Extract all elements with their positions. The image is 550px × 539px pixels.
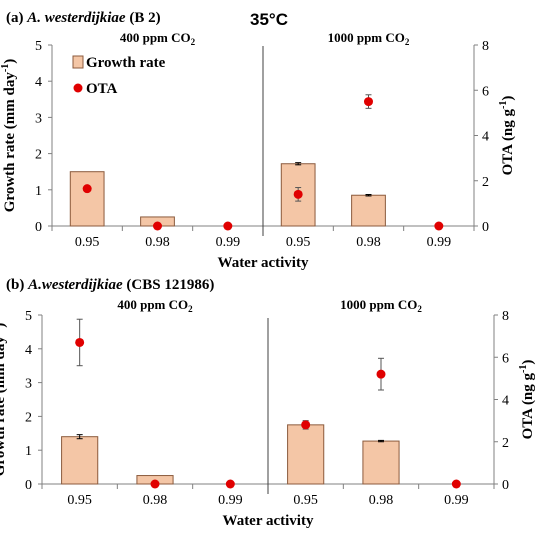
y-tick-label: 3 xyxy=(25,377,32,392)
x-tick-label: 0.98 xyxy=(356,235,381,250)
y-tick-label: 1 xyxy=(25,444,32,459)
panel-b-plot: 0 1 2 3 4 5 0 2 4 6 8 0.95 0.98 0.99 0.95 0.98 0.99 400 p… xyxy=(0,297,536,529)
growth-bar xyxy=(287,424,325,485)
x-axis-title: Water activity xyxy=(218,255,309,271)
growth-bar xyxy=(69,171,105,227)
x-tick-label: 0.95 xyxy=(293,493,318,508)
y2-tick-label: 4 xyxy=(482,130,489,145)
group-label-1000: 1000 ppm CO2 xyxy=(340,297,422,314)
ota-point xyxy=(301,420,311,430)
y-tick-label: 2 xyxy=(35,148,42,163)
ota-point xyxy=(82,184,92,194)
y2-tick-label: 0 xyxy=(482,220,489,235)
ota-point xyxy=(434,221,444,231)
y2-tick-label: 4 xyxy=(502,394,509,409)
y-axis-title: Growth rate (mm day-1) xyxy=(0,323,8,476)
x-tick-label: 0.98 xyxy=(145,235,170,250)
y-tick-label: 5 xyxy=(25,309,32,324)
y2-tick-label: 6 xyxy=(482,84,489,99)
ota-point xyxy=(451,479,461,489)
growth-bar xyxy=(351,194,386,227)
y-tick-label: 5 xyxy=(35,39,42,54)
ota-point xyxy=(75,337,85,347)
panel-a-title: (a) A. westerdijkiae (B 2) xyxy=(6,10,161,26)
ota-point xyxy=(364,97,373,107)
y-tick-label: 4 xyxy=(35,75,42,90)
group-label-400: 400 ppm CO2 xyxy=(120,30,196,47)
ota-point xyxy=(153,221,162,231)
y2-tick-label: 0 xyxy=(502,478,509,493)
ota-point xyxy=(150,479,160,489)
x-tick-label: 0.95 xyxy=(75,235,100,250)
y2-tick-label: 2 xyxy=(482,175,489,190)
y-axis-title: Growth rate (mm day-1) xyxy=(0,59,18,212)
x-tick-label: 0.99 xyxy=(444,493,469,508)
y-tick-label: 1 xyxy=(35,184,42,199)
x-tick-label: 0.95 xyxy=(67,493,92,508)
y2-axis-title: OTA (ng g-1) xyxy=(498,96,516,176)
x-tick-label: 0.99 xyxy=(218,493,243,508)
growth-bar xyxy=(61,436,99,485)
group-label-1000: 1000 ppm CO2 xyxy=(328,30,410,47)
y2-tick-label: 6 xyxy=(502,351,509,366)
ota-point xyxy=(225,479,235,489)
y2-tick-label: 8 xyxy=(482,39,489,54)
legend-growth-label: Growth rate xyxy=(86,55,166,71)
x-tick-label: 0.99 xyxy=(427,235,452,250)
y-tick-label: 4 xyxy=(25,343,32,358)
y-tick-label: 2 xyxy=(25,410,32,425)
ota-point xyxy=(376,369,386,379)
y2-tick-label: 8 xyxy=(502,309,509,324)
x-tick-label: 0.99 xyxy=(216,235,241,250)
x-tick-label: 0.98 xyxy=(369,493,394,508)
legend: Growth rate OTA xyxy=(72,55,166,97)
ota-point xyxy=(223,221,233,231)
y-tick-label: 0 xyxy=(35,220,42,235)
x-tick-label: 0.95 xyxy=(286,235,311,250)
temperature-label: 35°C xyxy=(250,10,288,29)
panel-a-plot: 0 1 2 3 4 5 0 2 4 6 8 0.95 0.98 0.99 0.95 0.98 0.99 400 p… xyxy=(0,30,516,271)
group-label-400: 400 ppm CO2 xyxy=(117,297,193,314)
x-axis-title: Water activity xyxy=(223,513,314,529)
panel-b-title: (b) A.westerdijkiae (CBS 121986) xyxy=(6,277,214,293)
y2-axis-title: OTA (ng g-1) xyxy=(518,360,536,440)
ota-point xyxy=(293,189,303,199)
y-tick-label: 0 xyxy=(25,478,32,493)
growth-bar xyxy=(362,440,400,485)
x-tick-label: 0.98 xyxy=(143,493,168,508)
legend-ota-marker xyxy=(73,83,83,93)
y-tick-label: 3 xyxy=(35,111,42,126)
legend-ota-label: OTA xyxy=(86,81,118,97)
legend-growth-swatch xyxy=(72,55,84,69)
y2-tick-label: 2 xyxy=(502,436,509,451)
